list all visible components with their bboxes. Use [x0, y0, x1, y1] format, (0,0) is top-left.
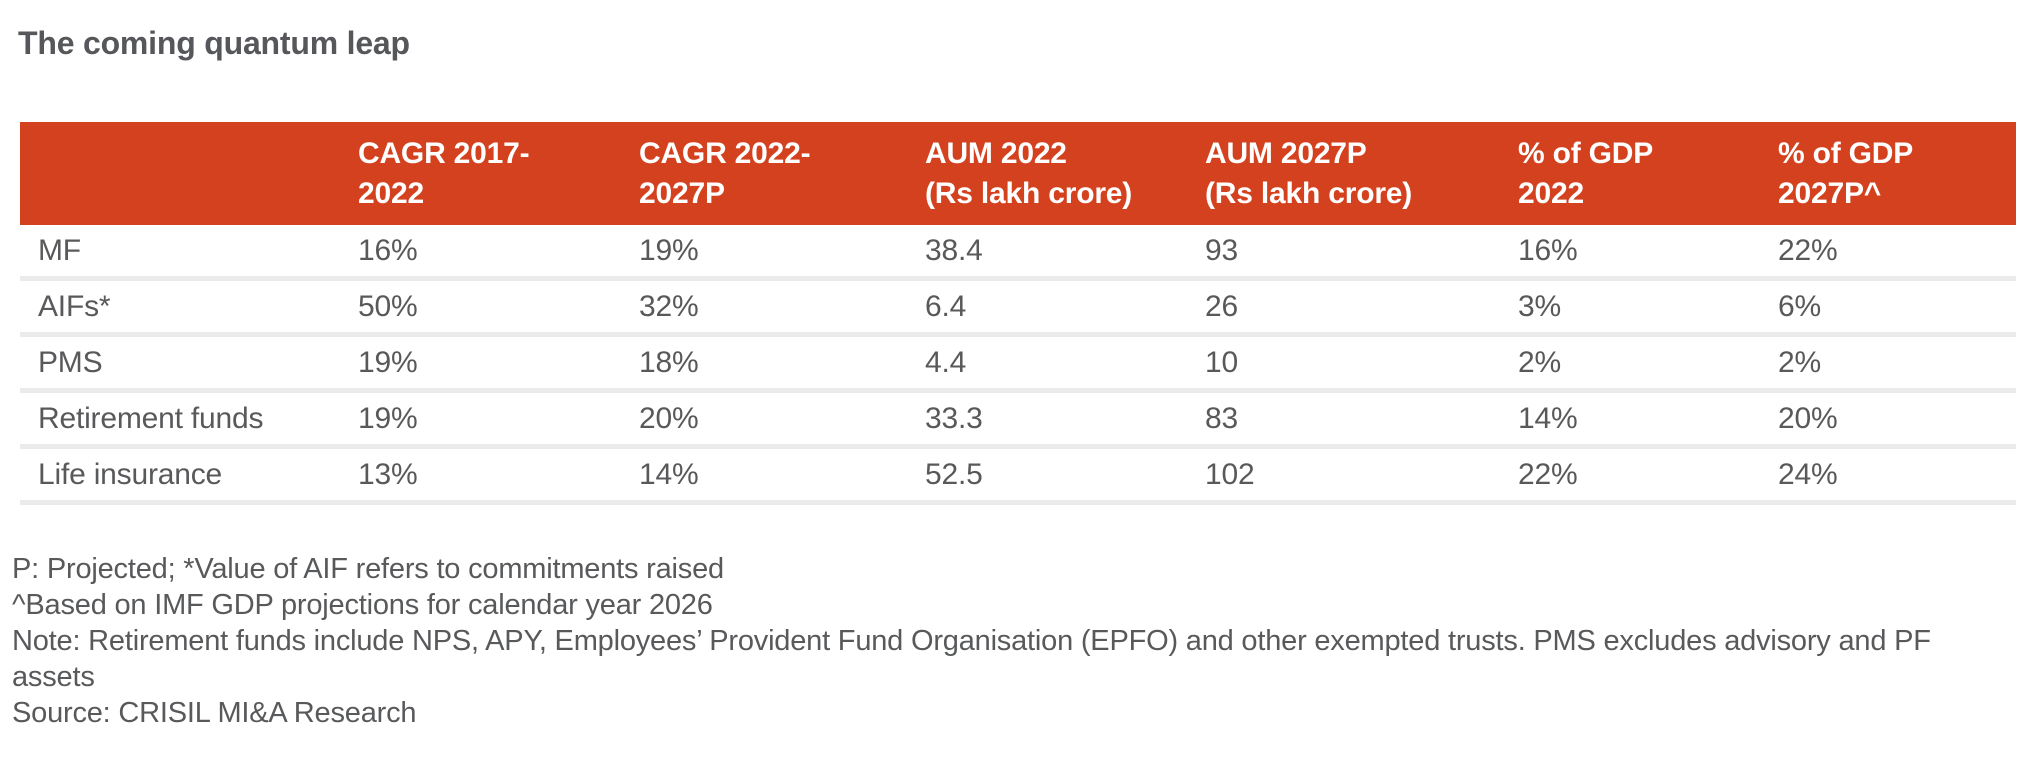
table-cell: 52.5: [925, 457, 983, 491]
table-row-retirement-funds: Retirement funds 19% 20% 33.3 83 14% 20%: [20, 393, 2016, 449]
row-label: Life insurance: [38, 457, 222, 491]
table-cell: 22%: [1518, 457, 1578, 491]
footnote-projected: P: Projected; *Value of AIF refers to co…: [12, 553, 724, 585]
table-cell: 19%: [358, 345, 418, 379]
chart-title: The coming quantum leap: [18, 25, 410, 61]
table-cell: 20%: [1778, 401, 1838, 435]
table-cell: 2%: [1778, 345, 1821, 379]
header-cell-gdp-2027p: % of GDP 2027P^: [1778, 137, 1914, 210]
table-cell: 6.4: [925, 289, 967, 323]
header-cell-aum-2022: AUM 2022 (Rs lakh crore): [925, 137, 1133, 210]
table-cell: 18%: [639, 345, 699, 379]
row-label: MF: [38, 233, 81, 267]
table-cell: 3%: [1518, 289, 1561, 323]
table-cell: 16%: [1518, 233, 1578, 267]
header-cell-gdp-2022: % of GDP 2022: [1518, 137, 1654, 210]
table-cell: 4.4: [925, 345, 967, 379]
table-cell: 50%: [358, 289, 418, 323]
table-row-pms: PMS 19% 18% 4.4 10 2% 2%: [20, 337, 2016, 393]
table-cell: 16%: [358, 233, 418, 267]
table-cell: 6%: [1778, 289, 1821, 323]
row-label: PMS: [38, 345, 103, 379]
table-cell: 2%: [1518, 345, 1561, 379]
footnote-note: Note: Retirement funds include NPS, APY,…: [12, 625, 1931, 693]
header-cell-cagr-2022-2027p: CAGR 2022- 2027P: [639, 137, 811, 210]
row-label: AIFs*: [38, 289, 111, 323]
table-cell: 10: [1205, 345, 1238, 379]
table-row-life-insurance: Life insurance 13% 14% 52.5 102 22% 24%: [20, 449, 2016, 505]
table-cell: 102: [1205, 457, 1255, 491]
table-cell: 38.4: [925, 233, 983, 267]
table-cell: 33.3: [925, 401, 983, 435]
table-cell: 19%: [358, 401, 418, 435]
header-cell-blank: [20, 122, 358, 225]
table-cell: 24%: [1778, 457, 1838, 491]
table-cell: 14%: [1518, 401, 1578, 435]
row-label: Retirement funds: [38, 401, 264, 435]
table-cell: 19%: [639, 233, 699, 267]
table-cell: 93: [1205, 233, 1238, 267]
table-cell: 32%: [639, 289, 699, 323]
table-cell: 20%: [639, 401, 699, 435]
table-row-mf: MF 16% 19% 38.4 93 16% 22%: [20, 225, 2016, 281]
table-cell: 14%: [639, 457, 699, 491]
footnote-source: Source: CRISIL MI&A Research: [12, 697, 417, 729]
table-cell: 26: [1205, 289, 1238, 323]
header-cell-cagr-2017-2022: CAGR 2017- 2022: [358, 137, 530, 210]
table-row-aifs: AIFs* 50% 32% 6.4 26 3% 6%: [20, 281, 2016, 337]
table-cell: 83: [1205, 401, 1238, 435]
footnote-gdp-basis: ^Based on IMF GDP projections for calend…: [12, 589, 713, 621]
table-header-row: CAGR 2017- 2022 CAGR 2022- 2027P AUM 202…: [20, 122, 2016, 225]
table-cell: 22%: [1778, 233, 1838, 267]
header-cell-aum-2027p: AUM 2027P (Rs lakh crore): [1205, 137, 1413, 210]
footnotes: P: Projected; *Value of AIF refers to co…: [12, 551, 1962, 731]
data-table: CAGR 2017- 2022 CAGR 2022- 2027P AUM 202…: [20, 122, 2016, 505]
table-cell: 13%: [358, 457, 418, 491]
